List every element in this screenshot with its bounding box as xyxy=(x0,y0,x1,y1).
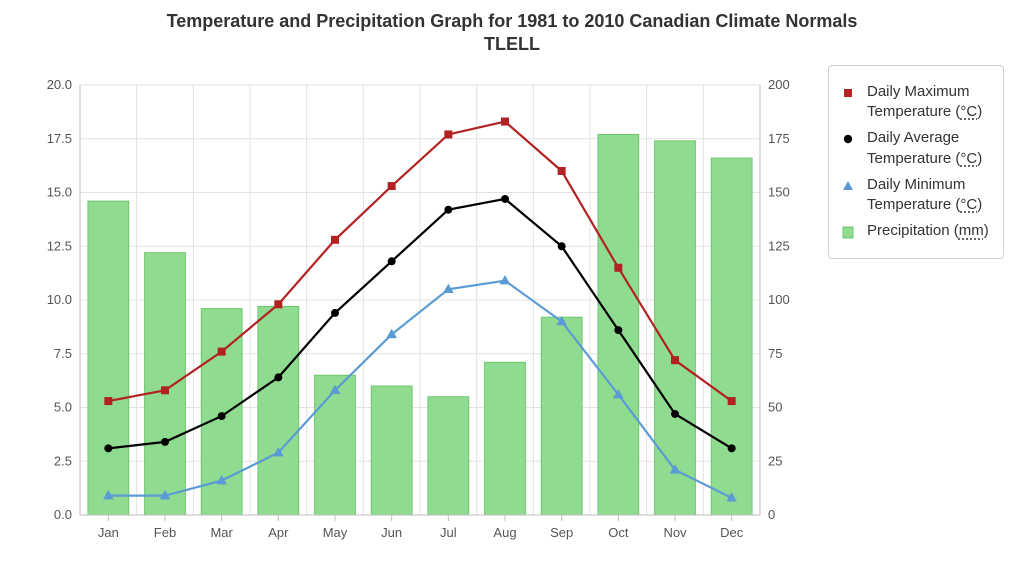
legend-label: Precipitation (mm) xyxy=(867,221,989,241)
svg-text:0: 0 xyxy=(768,507,775,522)
precip-bar xyxy=(315,375,356,515)
svg-text:17.5: 17.5 xyxy=(47,131,72,146)
svg-text:5.0: 5.0 xyxy=(54,399,72,414)
legend-label: Daily Minimum Temperature (°C) xyxy=(867,175,989,216)
legend-label: Daily Maximum Temperature (°C) xyxy=(867,82,989,123)
circle-marker-icon xyxy=(839,130,857,148)
bar-icon xyxy=(839,223,857,241)
precip-bar xyxy=(541,317,582,515)
precip-bar xyxy=(88,201,129,515)
chart-title: Temperature and Precipitation Graph for … xyxy=(0,0,1024,57)
legend-label: Daily Average Temperature (°C) xyxy=(867,128,989,169)
svg-text:May: May xyxy=(323,525,348,540)
svg-text:2.5: 2.5 xyxy=(54,453,72,468)
svg-text:25: 25 xyxy=(768,453,782,468)
svg-text:15.0: 15.0 xyxy=(47,184,72,199)
svg-text:7.5: 7.5 xyxy=(54,346,72,361)
svg-text:Oct: Oct xyxy=(608,525,629,540)
svg-text:Jul: Jul xyxy=(440,525,457,540)
precip-bar xyxy=(371,386,412,515)
svg-text:Feb: Feb xyxy=(154,525,176,540)
svg-text:Jan: Jan xyxy=(98,525,119,540)
svg-text:0.0: 0.0 xyxy=(54,507,72,522)
precip-bar xyxy=(598,134,639,515)
svg-text:20.0: 20.0 xyxy=(47,77,72,92)
svg-text:175: 175 xyxy=(768,131,790,146)
chart-title-line2: TLELL xyxy=(0,33,1024,56)
chart-container: 0.0 2.5 5.0 7.5 10.0 12.5 15.0 17.5 20.0 0 25 50 75 1… xyxy=(0,57,1024,565)
precip-bar xyxy=(711,158,752,515)
chart-title-line1: Temperature and Precipitation Graph for … xyxy=(0,10,1024,33)
triangle-marker-icon xyxy=(839,177,857,195)
svg-text:150: 150 xyxy=(768,184,790,199)
precip-bar xyxy=(485,362,526,515)
legend-item-avg-temp[interactable]: Daily Average Temperature (°C) xyxy=(839,128,989,169)
legend-item-precip[interactable]: Precipitation (mm) xyxy=(839,221,989,241)
svg-text:200: 200 xyxy=(768,77,790,92)
precip-bar xyxy=(258,306,299,515)
svg-text:10.0: 10.0 xyxy=(47,292,72,307)
climate-chart: 0.0 2.5 5.0 7.5 10.0 12.5 15.0 17.5 20.0 0 25 50 75 1… xyxy=(20,65,810,565)
svg-text:100: 100 xyxy=(768,292,790,307)
svg-text:125: 125 xyxy=(768,238,790,253)
svg-text:Mar: Mar xyxy=(210,525,233,540)
svg-text:Nov: Nov xyxy=(663,525,687,540)
svg-text:Aug: Aug xyxy=(493,525,516,540)
svg-text:12.5: 12.5 xyxy=(47,238,72,253)
legend-item-max-temp[interactable]: Daily Maximum Temperature (°C) xyxy=(839,82,989,123)
square-marker-icon xyxy=(839,84,857,102)
precip-bar xyxy=(428,397,469,515)
legend: Daily Maximum Temperature (°C) Daily Ave… xyxy=(828,65,1004,259)
svg-text:75: 75 xyxy=(768,346,782,361)
svg-text:Jun: Jun xyxy=(381,525,402,540)
svg-text:Sep: Sep xyxy=(550,525,573,540)
precip-bar xyxy=(655,141,696,515)
legend-item-min-temp[interactable]: Daily Minimum Temperature (°C) xyxy=(839,175,989,216)
precip-bar xyxy=(145,252,186,514)
svg-text:Dec: Dec xyxy=(720,525,744,540)
svg-text:50: 50 xyxy=(768,399,782,414)
svg-text:Apr: Apr xyxy=(268,525,289,540)
